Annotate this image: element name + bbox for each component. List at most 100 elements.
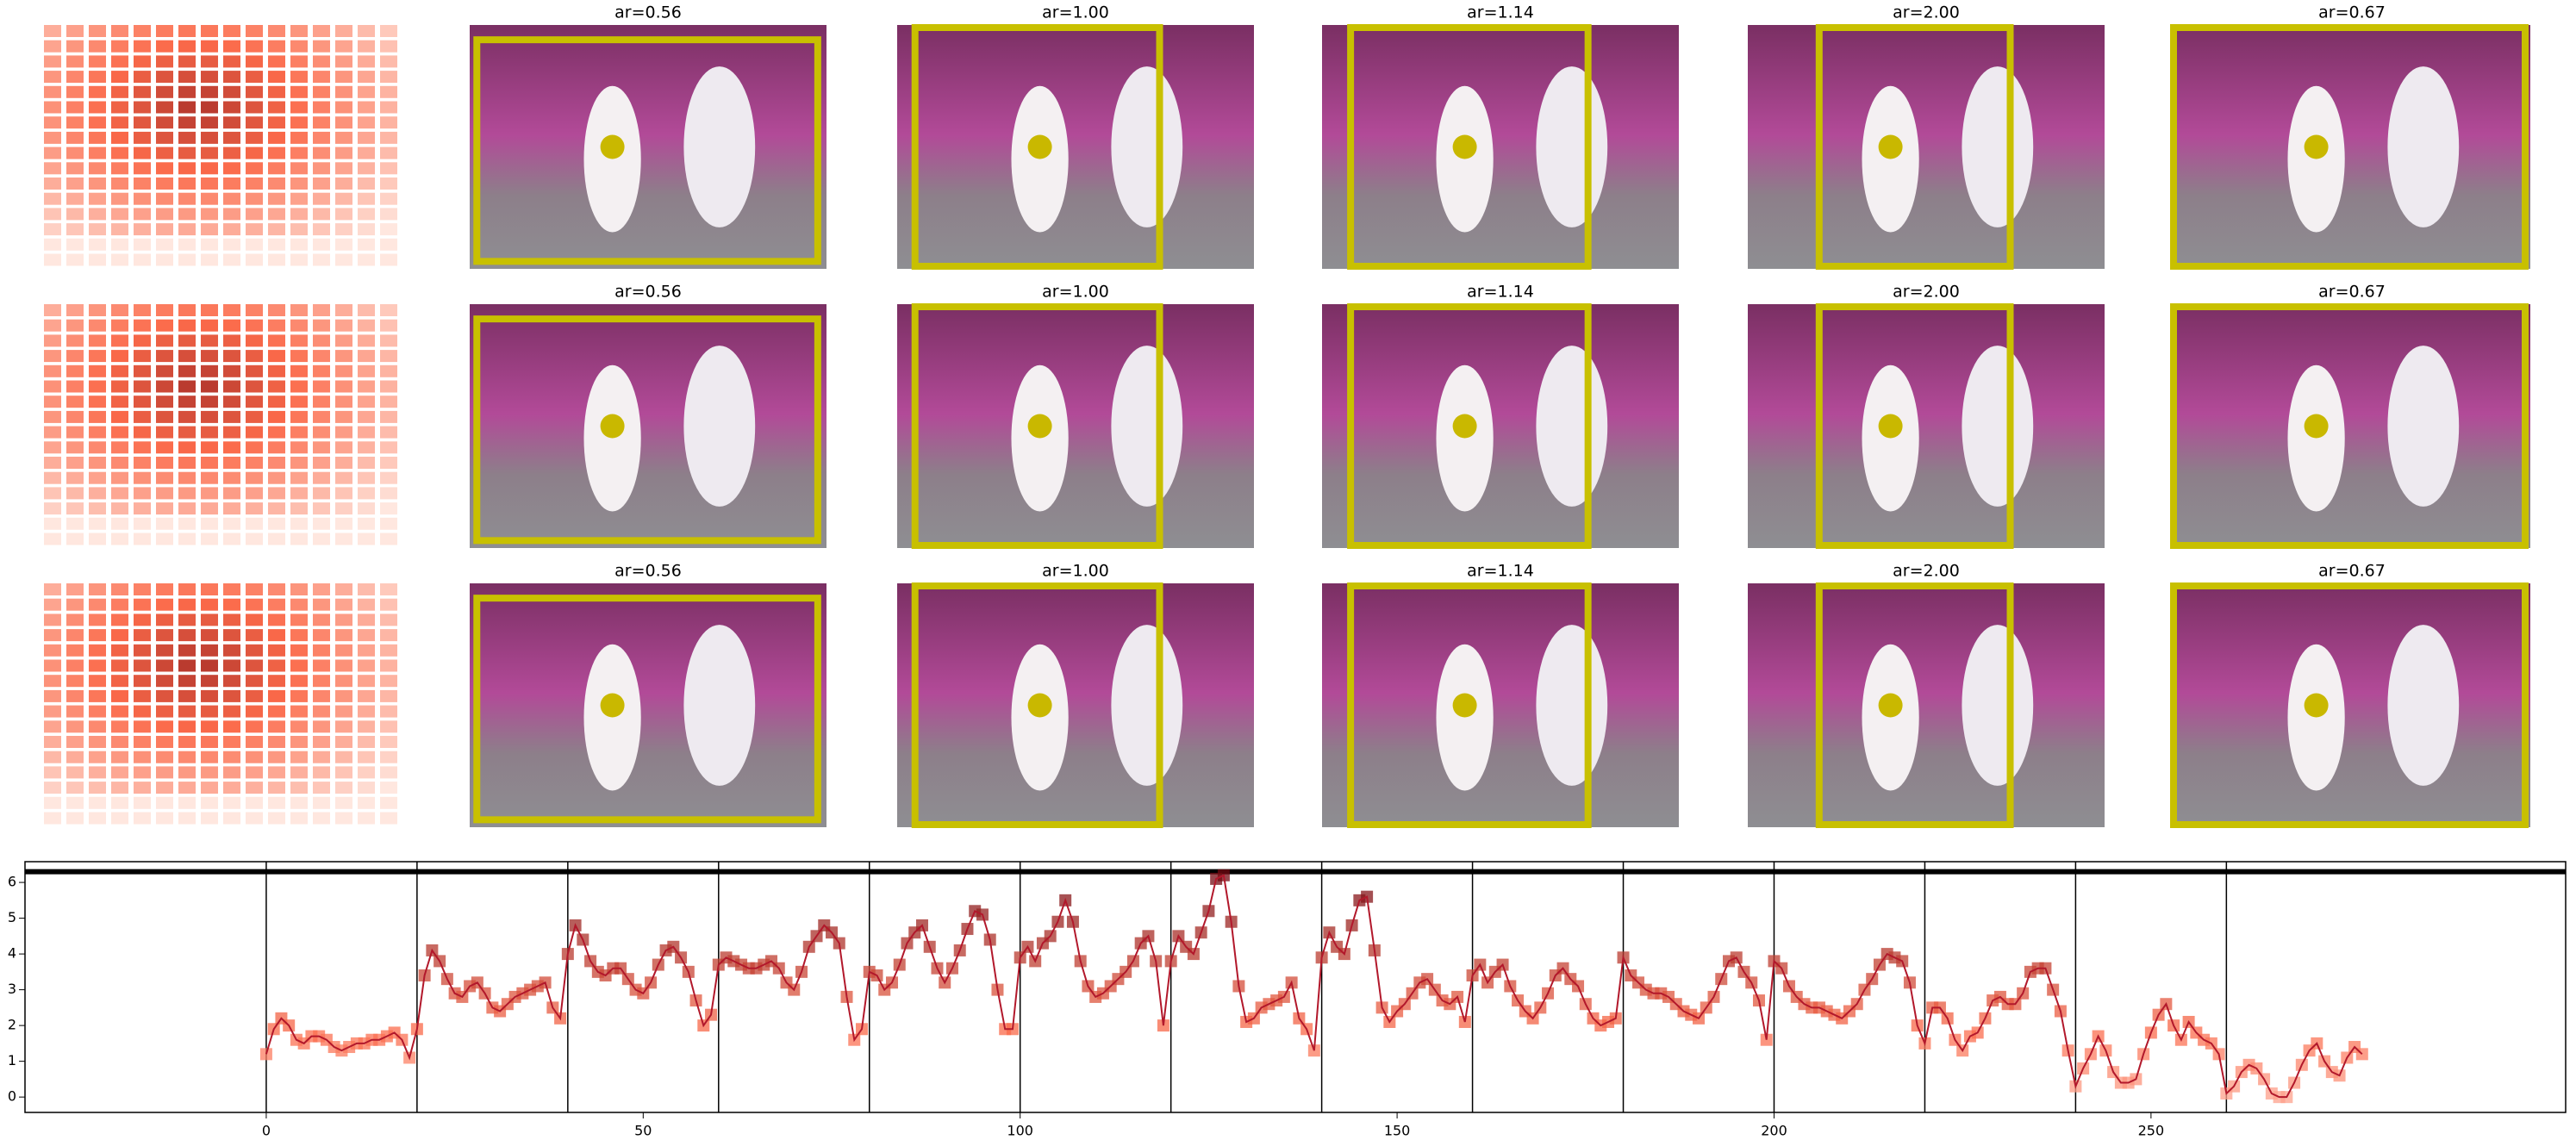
heatmap-cell	[111, 659, 128, 672]
heatmap-cell	[223, 334, 240, 347]
heatmap-cell	[335, 614, 352, 626]
heatmap-cell	[156, 146, 173, 159]
player	[1962, 66, 2034, 227]
heatmap-cell	[290, 25, 308, 37]
heatmap-cell	[268, 614, 285, 626]
heatmap-cell	[246, 25, 263, 37]
heatmap-cell	[358, 517, 375, 530]
heatmap-cell	[223, 71, 240, 84]
heatmap-cell	[44, 812, 61, 825]
heatmap-cell	[290, 192, 308, 205]
heatmap-cell	[44, 796, 61, 809]
heatmap-cell	[358, 304, 375, 316]
heatmap-cell	[380, 766, 397, 779]
heatmap-cell	[134, 689, 151, 702]
heatmap-cell	[201, 364, 218, 377]
heatmap-cell	[380, 40, 397, 53]
heatmap-cell	[290, 471, 308, 484]
heatmap-cell	[156, 471, 173, 484]
heatmap-cell	[66, 25, 84, 37]
heatmap-cell	[223, 457, 240, 469]
heatmap-cell	[201, 457, 218, 469]
heatmap-cell	[313, 350, 330, 363]
heatmap-cell	[201, 304, 218, 316]
heatmap-cell	[246, 766, 263, 779]
heatmap-cell	[156, 517, 173, 530]
heatmap-cell	[313, 487, 330, 500]
heatmap-cell	[111, 782, 128, 794]
heatmap-cell	[44, 502, 61, 515]
player	[1536, 66, 1608, 227]
heatmap-cell	[313, 178, 330, 190]
heatmap-cell	[44, 396, 61, 408]
heatmap-cell	[134, 55, 151, 68]
heatmap-cell	[178, 796, 196, 809]
heatmap-cell	[66, 116, 84, 129]
heatmap-cell	[268, 131, 285, 144]
heatmap-cell	[290, 208, 308, 221]
heatmap-cell	[380, 208, 397, 221]
heatmap-cell	[111, 71, 128, 84]
heatmap-cell	[134, 25, 151, 37]
heatmap-cell	[66, 782, 84, 794]
heatmap-cell	[66, 101, 84, 114]
heatmap-cell	[380, 614, 397, 626]
heatmap-cell	[178, 598, 196, 611]
heatmap-cell	[156, 583, 173, 595]
heatmap-cell	[313, 614, 330, 626]
heatmap-cell	[358, 751, 375, 763]
heatmap-cell	[89, 736, 106, 748]
heatmap-cell	[313, 116, 330, 129]
heatmap-cell	[268, 350, 285, 363]
x-tick-label: 50	[634, 1123, 652, 1139]
heatmap-cell	[201, 583, 218, 595]
heatmap-cell	[134, 253, 151, 266]
photo-panel: ar=1.14	[1322, 562, 1679, 828]
heatmap-cell	[290, 533, 308, 545]
heatmap-cell	[335, 364, 352, 377]
heatmap-cell	[89, 380, 106, 393]
heatmap-cell	[66, 583, 84, 595]
heatmap-cell	[223, 689, 240, 702]
heatmap-cell	[246, 410, 263, 423]
heatmap-cell	[223, 350, 240, 363]
heatmap-cell	[89, 55, 106, 68]
heatmap-cell	[201, 720, 218, 733]
heatmap-cell	[246, 487, 263, 500]
panel-title: ar=2.00	[1893, 283, 1960, 302]
heatmap-cell	[223, 410, 240, 423]
heatmap-cell	[178, 644, 196, 657]
heatmap-cell	[156, 812, 173, 825]
heatmap-cell	[111, 614, 128, 626]
heatmap-cell	[134, 517, 151, 530]
heatmap-cell	[178, 614, 196, 626]
heatmap-cell	[44, 766, 61, 779]
heatmap-cell	[290, 782, 308, 794]
player	[1111, 66, 1183, 227]
heatmap-cell	[89, 751, 106, 763]
heatmap-cell	[358, 334, 375, 347]
heatmap-cell	[111, 796, 128, 809]
heatmap-cell	[246, 55, 263, 68]
heatmap-cell	[268, 410, 285, 423]
heatmap-cell	[223, 720, 240, 733]
heatmap-cell	[178, 350, 196, 363]
heatmap-cell	[178, 705, 196, 718]
heatmap-cell	[44, 55, 61, 68]
heatmap-cell	[246, 116, 263, 129]
heatmap-cell	[44, 253, 61, 266]
heatmap-cell	[380, 85, 397, 98]
heatmap-cell	[313, 238, 330, 251]
heatmap-cell	[89, 705, 106, 718]
heatmap-cell	[290, 40, 308, 53]
heatmap-cell	[358, 471, 375, 484]
heatmap-cell	[268, 629, 285, 642]
heatmap-cell	[111, 146, 128, 159]
heatmap-cell	[313, 457, 330, 469]
heatmap-cell	[111, 487, 128, 500]
photo-panel: ar=0.56	[470, 562, 826, 827]
heatmap-cell	[268, 471, 285, 484]
heatmap-cell	[178, 223, 196, 236]
heatmap-cell	[290, 502, 308, 515]
heatmap-cell	[201, 812, 218, 825]
